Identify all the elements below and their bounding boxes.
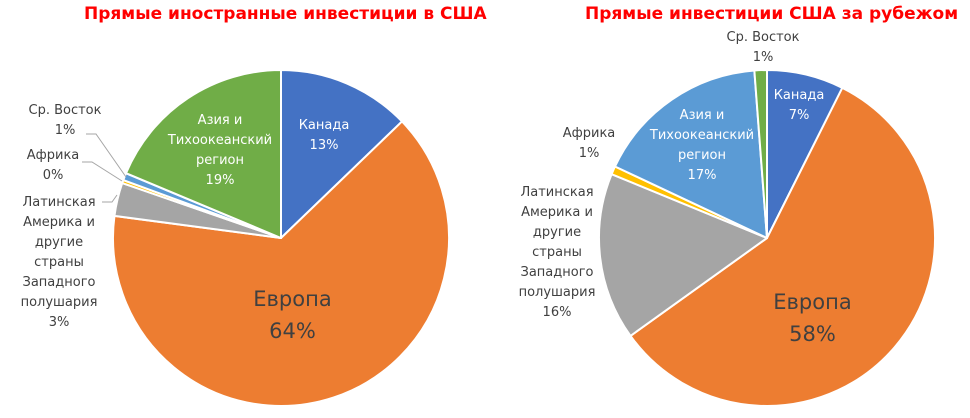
label-name: Африка (562, 126, 616, 141)
label-value: 58% (789, 322, 836, 346)
right-label-asia: Азия и Тихоокеанский регион 17% (642, 106, 762, 186)
left-label-latam: Латинская Америка и другие страны Западн… (14, 193, 104, 333)
label-name: Европа (253, 287, 332, 311)
left-label-europe: Европа 64% (240, 283, 345, 347)
left-label-asia: Азия и Тихоокеанский регион 19% (160, 111, 280, 191)
label-name: Канада (298, 118, 350, 133)
label-value: 3% (48, 315, 70, 330)
label-name: Ср. Восток (28, 103, 102, 118)
label-value: 0% (42, 168, 64, 183)
label-value: 1% (54, 123, 76, 138)
label-value: 7% (788, 108, 810, 123)
right-label-europe: Европа 58% (760, 286, 865, 350)
label-line: Азия и (679, 108, 725, 123)
label-line: Тихоокеанский (167, 133, 273, 148)
label-name: Европа (773, 290, 852, 314)
left-chart-title: Прямые иностранные инвестиции в США (84, 4, 487, 24)
right-label-latam: Латинская Америка и другие страны Западн… (512, 183, 602, 323)
pie-slice (124, 69, 282, 239)
label-value: 1% (578, 146, 600, 161)
label-line: другие (532, 225, 582, 240)
pie-slice (280, 69, 404, 239)
label-value: 13% (309, 138, 339, 153)
label-name: Канада (773, 88, 825, 103)
pie-slice (613, 69, 768, 239)
pie-slice (598, 173, 768, 337)
label-line: полушария (518, 285, 596, 300)
label-name: Ср. Восток (726, 30, 800, 45)
right-chart-title: Прямые инвестиции США за рубежом (585, 4, 959, 24)
label-line: Америка и (521, 205, 593, 220)
label-line: страны (532, 245, 582, 260)
label-value: 19% (205, 173, 235, 188)
left-label-mideast: Ср. Восток 1% (20, 101, 110, 141)
pie-slice (629, 86, 936, 407)
label-value: 16% (542, 305, 572, 320)
leader-line-latam-left (102, 194, 118, 203)
label-line: Латинская (22, 195, 96, 210)
left-pie-chart (112, 69, 450, 407)
label-line: Западного (520, 265, 594, 280)
label-line: Западного (22, 275, 96, 290)
label-line: страны (34, 255, 84, 270)
right-label-mideast: Ср. Восток 1% (718, 28, 808, 68)
left-leader-lines (82, 133, 127, 203)
label-line: Латинская (520, 185, 594, 200)
label-line: Азия и (197, 113, 243, 128)
right-pie-chart (598, 69, 936, 407)
left-label-africa: Африка 0% (20, 146, 86, 186)
label-line: регион (196, 153, 244, 168)
label-line: Тихоокеанский (649, 128, 755, 143)
label-name: Африка (26, 148, 80, 163)
label-value: 1% (752, 50, 774, 65)
leader-line-mideast-left (86, 133, 127, 178)
right-label-canada: Канада 7% (768, 86, 830, 126)
label-value: 17% (687, 168, 717, 183)
label-line: регион (678, 148, 726, 163)
label-value: 64% (269, 319, 316, 343)
pie-slice (753, 69, 768, 239)
label-line: полушария (20, 295, 98, 310)
left-label-canada: Канада 13% (292, 116, 356, 156)
label-line: Америка и (23, 215, 95, 230)
right-label-africa: Африка 1% (556, 124, 622, 164)
label-line: другие (34, 235, 84, 250)
leader-line-africa-left (82, 161, 123, 182)
pie-slice (112, 120, 450, 407)
